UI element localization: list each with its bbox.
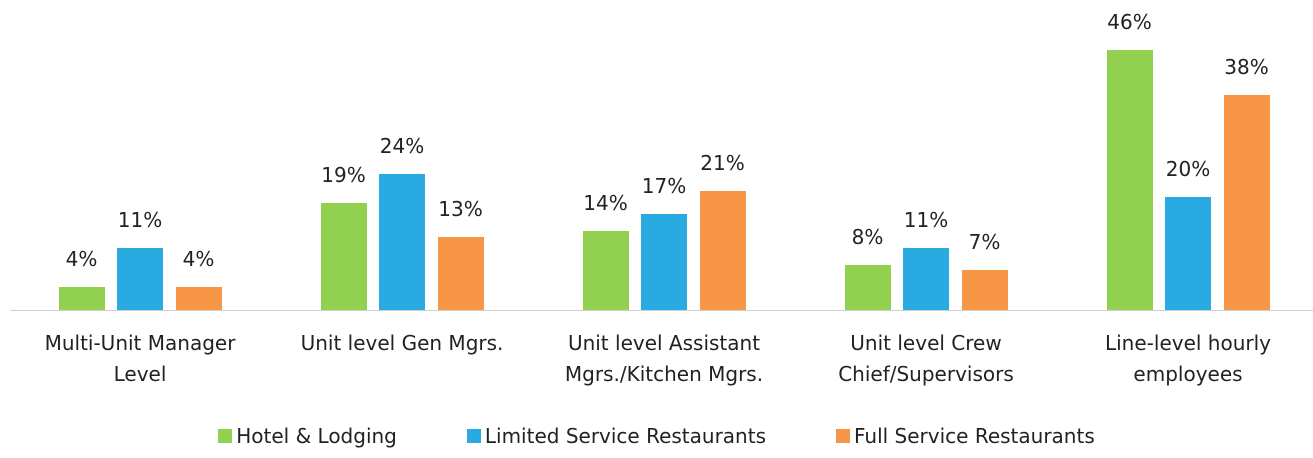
data-label: 19%: [321, 162, 366, 187]
bar: [903, 247, 949, 310]
bar: [58, 287, 105, 310]
baseline: [10, 310, 1313, 311]
x-tick-label: Unit level Crew Chief/Supervisors: [838, 331, 1014, 386]
bar: [699, 191, 746, 310]
data-label: 11%: [903, 207, 949, 232]
x-tick-label: Unit level Assistant Mgrs./Kitchen Mgrs.: [564, 331, 764, 386]
data-label: 7%: [968, 230, 1001, 255]
bar: [844, 264, 891, 310]
data-label: 4%: [65, 247, 98, 272]
data-label: 8%: [851, 224, 884, 249]
data-label: 14%: [583, 190, 628, 215]
bar: [1223, 95, 1270, 310]
x-tick-label: Multi-Unit Manager Level: [44, 331, 236, 386]
legend-item: Hotel & Lodging: [218, 424, 397, 448]
bar: [175, 287, 222, 310]
bar: [641, 213, 687, 310]
legend-swatch: [836, 429, 850, 443]
data-label: 24%: [379, 134, 425, 159]
legend-label: Limited Service Restaurants: [484, 424, 766, 448]
data-label: 46%: [1107, 10, 1152, 35]
legend-item: Limited Service Restaurants: [466, 424, 766, 448]
data-label: 38%: [1224, 55, 1269, 80]
bar: [117, 247, 163, 310]
x-tick-label: Line-level hourly employees: [1104, 331, 1271, 386]
data-label: 21%: [700, 151, 745, 176]
x-tick-label: Unit level Gen Mgrs.: [300, 331, 504, 355]
data-label: 13%: [438, 196, 483, 221]
legend-item: Full Service Restaurants: [836, 424, 1095, 448]
data-label: 11%: [117, 207, 163, 232]
bar: [582, 230, 629, 310]
bar: [1165, 197, 1211, 310]
data-label: 20%: [1165, 157, 1211, 181]
bar: [379, 174, 425, 310]
bar: [961, 270, 1008, 310]
legend-swatch: [218, 429, 233, 443]
data-label: 4%: [182, 247, 215, 272]
legend-swatch: [466, 429, 481, 443]
legend-label: Full Service Restaurants: [854, 424, 1095, 448]
bar: [320, 202, 367, 310]
data-label: 17%: [641, 173, 687, 198]
bar: [1106, 50, 1153, 310]
legend: Hotel & Lodging Limited Service Restauran…: [0, 424, 1313, 448]
legend-label: Hotel & Lodging: [236, 424, 397, 448]
bar: [437, 236, 484, 310]
